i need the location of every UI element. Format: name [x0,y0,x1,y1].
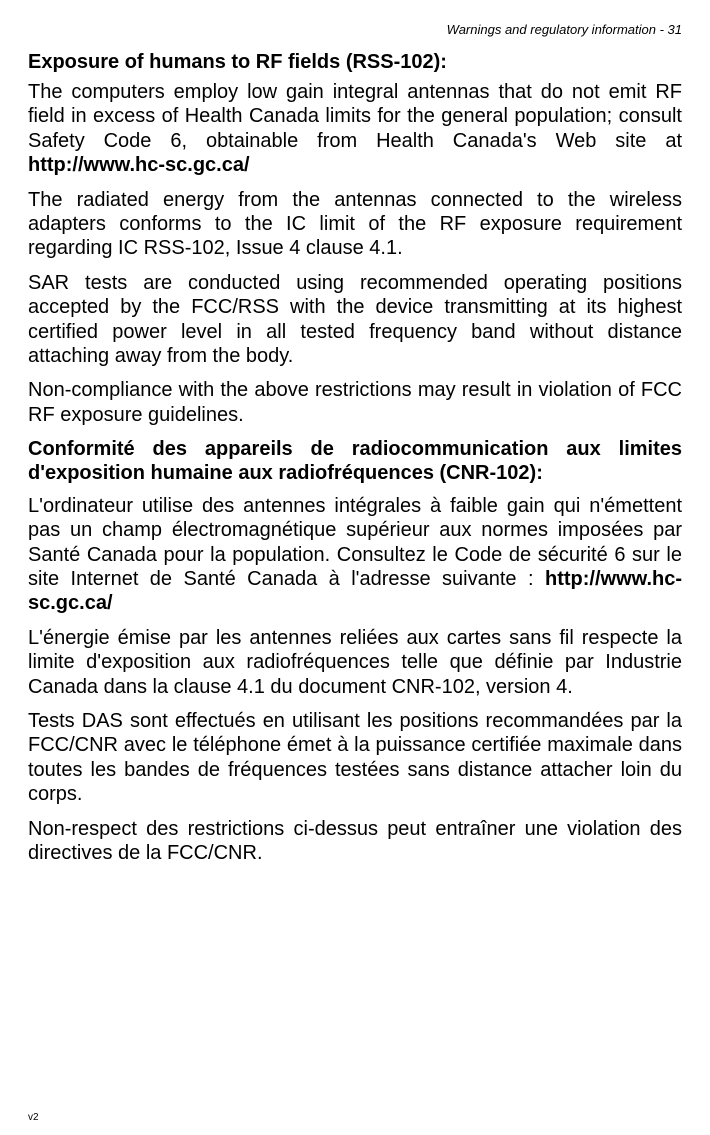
paragraph-ordinateur: L'ordinateur utilise des antennes intégr… [28,494,682,616]
paragraph-sar-tests: SAR tests are conducted using recommende… [28,271,682,369]
paragraph-noncompliance: Non-compliance with the above restrictio… [28,378,682,427]
section-heading-cnr102: Conformité des appareils de radiocommuni… [28,437,682,486]
paragraph-tests-das: Tests DAS sont effectués en utilisant le… [28,709,682,807]
paragraph-rf-intro-text: The computers employ low gain integral a… [28,81,682,152]
paragraph-radiated-energy: The radiated energy from the antennas co… [28,188,682,261]
paragraph-nonrespect: Non-respect des restrictions ci-dessus p… [28,817,682,866]
link-hc-sc-en: http://www.hc-sc.gc.ca/ [28,154,250,176]
page-footer-version: v2 [28,1112,39,1123]
document-page: Warnings and regulatory information - 31… [0,0,710,1135]
paragraph-rf-intro: The computers employ low gain integral a… [28,80,682,178]
section-heading-rss102: Exposure of humans to RF fields (RSS-102… [28,51,682,74]
paragraph-energie-emise: L'énergie émise par les antennes reliées… [28,626,682,699]
page-header: Warnings and regulatory information - 31 [28,22,682,37]
